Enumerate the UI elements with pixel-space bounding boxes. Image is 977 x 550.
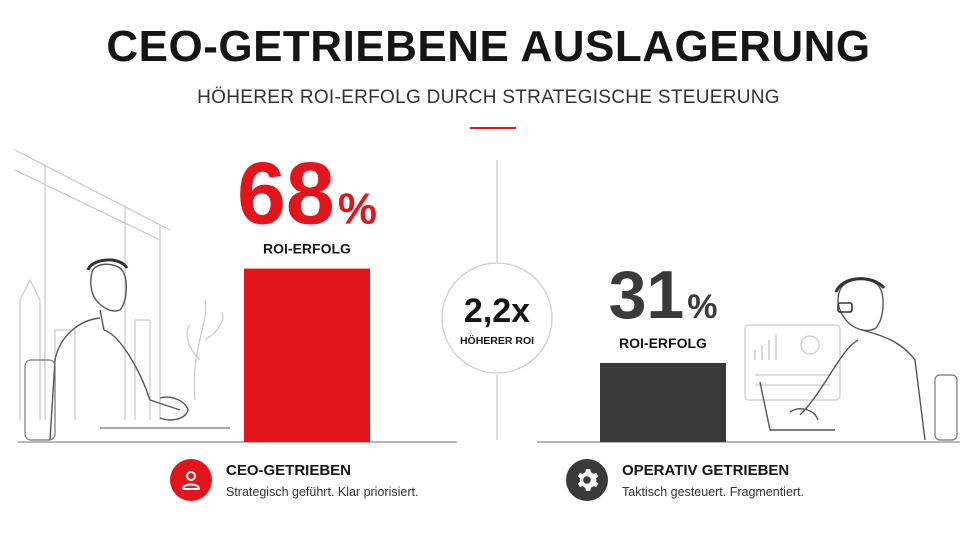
page-subtitle: HÖHERER ROI-ERFOLG DURCH STRATEGISCHE ST… bbox=[197, 87, 780, 108]
accent-divider bbox=[470, 127, 516, 129]
bar-value-2: 31% bbox=[609, 257, 718, 333]
bar-label-1: ROI-ERFOLG bbox=[263, 241, 351, 257]
comparison-value: 2,2x bbox=[464, 292, 530, 330]
legend-item-ceo: CEO-GETRIEBEN Strategisch geführt. Klar … bbox=[170, 459, 418, 501]
office-illustration-left bbox=[14, 149, 230, 441]
legend-item-operativ: OPERATIV GETRIEBEN Taktisch gesteuert. F… bbox=[566, 459, 804, 501]
comparison-label: HÖHERER ROI bbox=[460, 334, 534, 347]
legend-title-operativ: OPERATIV GETRIEBEN bbox=[622, 461, 790, 479]
office-illustration-right bbox=[744, 277, 958, 441]
legend-title-ceo: CEO-GETRIEBEN bbox=[226, 461, 352, 479]
gear-icon bbox=[566, 459, 608, 501]
page-title: CEO-GETRIEBENE AUSLAGERUNG bbox=[106, 22, 871, 71]
person-icon bbox=[170, 459, 212, 501]
bar-value-1: 68% bbox=[237, 144, 377, 243]
bar-label-2: ROI-ERFOLG bbox=[619, 335, 707, 351]
comparison-badge: 2,2x HÖHERER ROI bbox=[441, 262, 553, 374]
legend-desc-operativ: Taktisch gesteuert. Fragmentiert. bbox=[622, 484, 805, 499]
bar-1 bbox=[244, 268, 370, 442]
bar-2 bbox=[600, 362, 726, 442]
legend-desc-ceo: Strategisch geführt. Klar priorisiert. bbox=[226, 484, 419, 499]
